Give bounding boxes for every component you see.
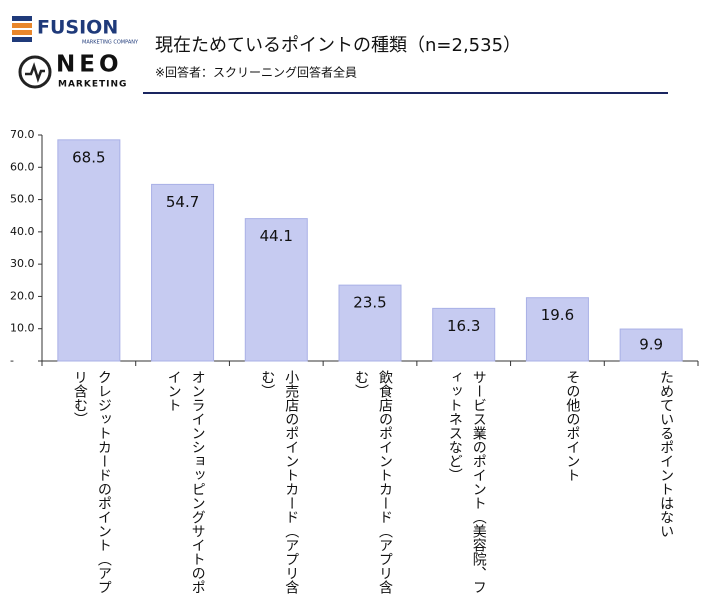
x-tick-label: サービス業のポイント（美容院、フィットネスなど） (446, 370, 487, 594)
logo-subtext: MARKETING (58, 80, 127, 90)
y-tick-label: 50.0 (10, 193, 35, 206)
logo-subtext: MARKETING COMPANY (82, 40, 139, 46)
x-tick-label: クレジットカードのポイント（アプリ含む） (71, 370, 112, 594)
chart-title: 現在ためているポイントの種類（n=2,535） (155, 35, 521, 56)
logo-text: FUSION (37, 17, 118, 39)
value-label: 54.7 (166, 193, 199, 211)
value-label: 16.3 (447, 317, 480, 335)
bar (151, 183, 215, 362)
y-tick-label: 30.0 (10, 257, 35, 270)
value-label: 9.9 (639, 336, 663, 354)
y-tick-label: 70.0 (10, 128, 35, 141)
bar (525, 297, 589, 362)
bar (432, 307, 496, 362)
fusion-logo: FUSION MARKETING COMPANY (12, 16, 139, 46)
y-tick-label: 60.0 (10, 160, 35, 173)
x-tick-label: 飲食店のポイントカード（アプリ含む） (353, 370, 393, 594)
y-tick-label: 20.0 (10, 289, 35, 302)
bar (338, 284, 402, 362)
y-tick-label: - (10, 354, 14, 367)
bar (619, 328, 683, 362)
bar (244, 218, 308, 362)
neo-logo: NEO MARKETING (18, 52, 127, 90)
logo-text: NEO (56, 52, 123, 78)
y-tick-label: 40.0 (10, 225, 35, 238)
x-tick-label: その他のポイント (564, 370, 581, 482)
x-tick-label: オンラインショッピングサイトのポイント (165, 370, 206, 594)
y-tick-label: 10.0 (10, 322, 35, 335)
value-label: 23.5 (353, 294, 386, 312)
x-tick-label: ためているポイントはない (658, 370, 675, 538)
value-label: 44.1 (260, 227, 293, 245)
chart-subtitle: ※回答者：スクリーニング回答者全員 (155, 65, 357, 80)
value-label: 19.6 (541, 306, 574, 324)
bar (57, 139, 121, 362)
x-tick-label: 小売店のポイントカード（アプリ含む） (259, 370, 300, 594)
value-label: 68.5 (72, 148, 105, 166)
